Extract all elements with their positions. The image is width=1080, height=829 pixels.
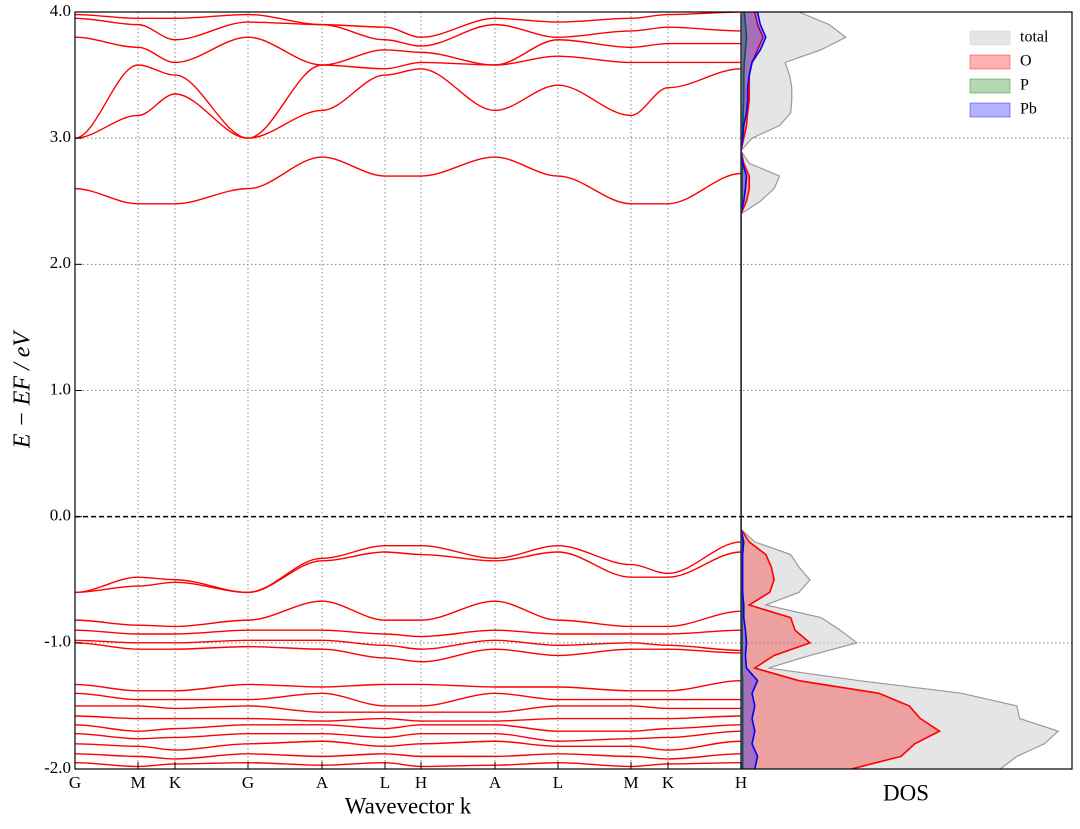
band-line [75, 541, 741, 594]
band-line [75, 639, 741, 652]
dos-line [741, 12, 1060, 769]
dos-fill [741, 12, 766, 769]
x-tick-label: L [380, 773, 390, 792]
x-tick-label: A [316, 773, 329, 792]
band-line [75, 679, 741, 692]
band-line [75, 55, 741, 139]
y-tick-label: -1.0 [44, 632, 71, 651]
band-line [75, 715, 741, 722]
y-tick-label: 3.0 [50, 127, 71, 146]
band-line [75, 724, 741, 732]
dos-plot [741, 12, 1060, 769]
frame [74, 11, 1073, 770]
x-tick-label: A [489, 773, 502, 792]
band-line [75, 17, 741, 47]
legend-swatch [969, 78, 1011, 94]
band-line [75, 600, 741, 628]
band-line [75, 692, 741, 707]
band-plot [75, 12, 741, 768]
band-line [75, 68, 741, 139]
grid [74, 11, 1072, 770]
band-line [75, 36, 741, 66]
y-tick-label: 2.0 [50, 253, 71, 272]
band-line [75, 156, 741, 205]
band-line [75, 642, 741, 663]
x-tick-label: G [69, 773, 81, 792]
x-tick-label: L [553, 773, 563, 792]
legend: total OP Pb [962, 22, 1066, 128]
band-line [75, 551, 741, 594]
dos-line [741, 12, 748, 769]
dos-line [741, 12, 942, 769]
x-tick-label: G [242, 773, 254, 792]
band-line [75, 753, 741, 760]
y-tick-label: 4.0 [50, 1, 71, 20]
band-line [75, 12, 741, 38]
dos-line [741, 12, 767, 769]
band-line [75, 740, 741, 751]
x-tick-label: M [130, 773, 145, 792]
axes [74, 11, 1073, 770]
y-tick-label: -2.0 [44, 758, 71, 777]
dos-axis-label: DOS [883, 780, 929, 805]
legend-label: P [1020, 77, 1029, 94]
y-axis-label: E − EF / eV [10, 330, 36, 449]
dos-fill [741, 12, 1059, 769]
band-line [75, 705, 741, 713]
y-tick-label: 1.0 [50, 379, 71, 398]
x-tick-label: H [735, 773, 747, 792]
legend-label: O [1020, 53, 1032, 70]
x-axis-label: Wavevector k [345, 793, 472, 818]
legend-swatch [969, 102, 1011, 118]
band-line [75, 730, 741, 742]
legend-label: total [1020, 29, 1049, 46]
legend-swatch [969, 54, 1011, 70]
band-line [75, 629, 741, 638]
x-tick-label: M [623, 773, 638, 792]
x-tick-label: K [662, 773, 675, 792]
x-tick-label: K [169, 773, 182, 792]
x-tick-label: H [415, 773, 427, 792]
dos-fill [741, 12, 940, 769]
legend-label: Pb [1020, 101, 1037, 118]
legend-swatch [969, 30, 1011, 46]
y-tick-label: 0.0 [50, 506, 71, 525]
